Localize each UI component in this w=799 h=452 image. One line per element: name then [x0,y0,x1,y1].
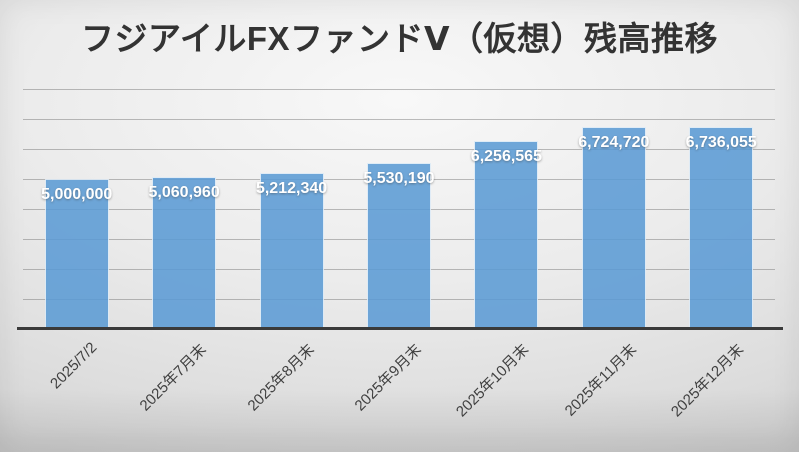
bar-value-label: 5,060,960 [148,184,220,202]
gridline [23,119,775,120]
bar-value-label: 5,212,340 [255,179,328,197]
bar-column: 6,256,565 2025年10月末 [453,89,560,420]
gridline [23,89,775,90]
bar-column: 5,212,340 2025年8月末 [238,89,345,414]
bar [474,141,539,329]
bar-value-label: 5,530,190 [363,170,435,188]
bar [44,179,109,329]
x-axis-label: 2025/7/2 [47,339,101,393]
bar-column: 5,000,000 2025/7/2 [23,89,130,392]
bar-columns: 5,000,000 2025/7/2 5,060,960 2025年7月末 5,212,… [23,89,775,420]
bar-value-label: 6,256,565 [470,148,542,166]
bar [152,177,217,329]
bar [259,172,324,329]
bar-column: 6,736,055 2025年12月末 [668,89,775,420]
x-axis-line [17,327,783,330]
x-axis-label: 2025年12月末 [668,341,748,421]
x-axis-label: 2025年8月末 [244,341,318,415]
chart-title: フジアイルFXファンドⅤ（仮想）残高推移 [80,20,719,57]
bar [581,127,646,329]
x-axis-label: 2025年9月末 [351,341,426,415]
bar-value-label: 5,000,000 [41,186,113,203]
bar-column: 5,530,190 2025年9月末 [345,89,452,414]
x-axis-label: 2025年11月末 [561,341,640,420]
gridline [23,149,775,150]
bar-value-label: 6,736,055 [685,133,757,151]
bar [366,163,431,329]
x-axis-label: 2025年7月末 [136,341,211,415]
x-axis-label: 2025年10月末 [453,341,533,421]
bar-column: 6,724,720 2025年11月末 [560,89,667,420]
bar [689,126,754,329]
bar-column: 5,060,960 2025年7月末 [130,89,237,414]
bar-value-label: 6,724,720 [578,134,650,152]
